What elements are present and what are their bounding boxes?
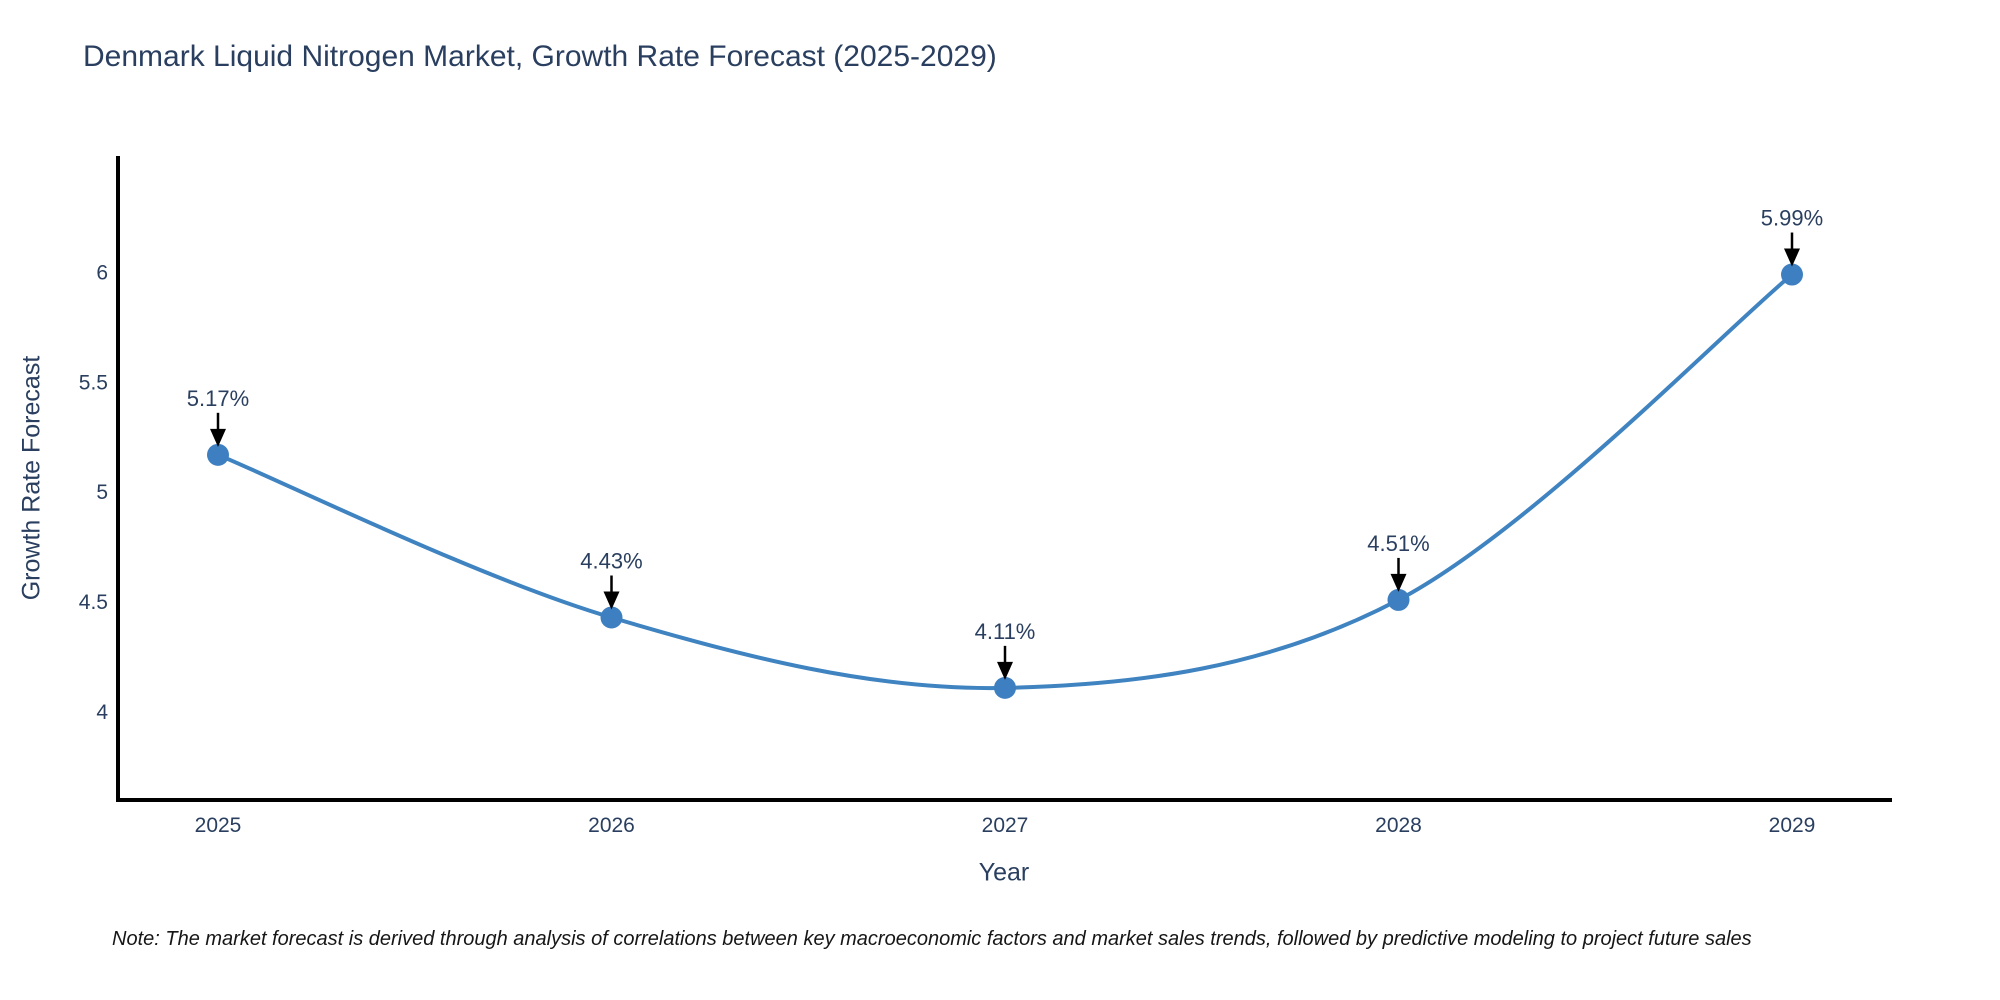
y-tick-label: 5.5	[79, 371, 108, 394]
data-point-label: 4.11%	[975, 619, 1036, 644]
data-point-marker	[207, 443, 229, 466]
y-tick-label: 4.5	[79, 591, 108, 614]
y-axis-title: Growth Rate Forecast	[17, 355, 46, 601]
x-tick-labels: 2025 2026 2027 2028 2029	[195, 814, 1816, 837]
annotation-arrow-head-icon	[1784, 248, 1800, 267]
annotation-arrow-head-icon	[210, 428, 226, 447]
x-tick-label: 2028	[1375, 814, 1422, 837]
x-axis-title: Year	[978, 858, 1030, 887]
data-point-marker	[1781, 263, 1803, 286]
data-point-label: 4.43%	[580, 549, 642, 574]
data-point-label: 4.51%	[1367, 531, 1429, 556]
markers-layer	[207, 263, 1803, 699]
annotations-layer: 5.17% 4.43% 4.11% 4.51% 5.99%	[187, 206, 1823, 680]
x-tick-label: 2027	[982, 814, 1029, 837]
y-tick-label: 5	[96, 481, 108, 504]
data-point-marker	[600, 606, 623, 629]
y-tick-label: 6	[96, 261, 108, 284]
footnote: Note: The market forecast is derived thr…	[112, 928, 1752, 950]
annotation-arrow-head-icon	[603, 591, 620, 610]
x-tick-label: 2026	[588, 814, 635, 837]
data-point-marker	[994, 676, 1016, 699]
x-tick-label: 2025	[195, 814, 242, 837]
annotation-arrow-head-icon	[997, 661, 1013, 680]
x-tick-label: 2029	[1769, 814, 1816, 837]
annotation-arrow-head-icon	[1390, 573, 1407, 592]
data-point-label: 5.17%	[187, 386, 249, 411]
y-tick-labels: 4 4.5 5 5.5 6	[79, 261, 109, 724]
chart-title: Denmark Liquid Nitrogen Market, Growth R…	[83, 40, 997, 73]
y-tick-label: 4	[96, 701, 108, 724]
data-point-marker	[1387, 588, 1410, 611]
data-point-label: 5.99%	[1761, 206, 1823, 231]
